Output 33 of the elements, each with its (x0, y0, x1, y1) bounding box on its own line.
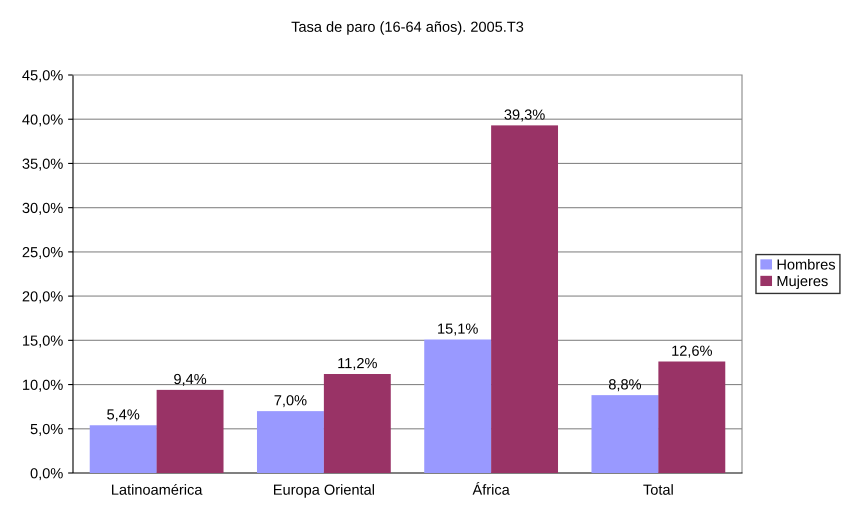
legend-label: Mujeres (778, 275, 828, 290)
bar (591, 395, 658, 473)
bar (156, 390, 224, 473)
legend-label: Hombres (778, 258, 836, 270)
bar (90, 425, 157, 473)
y-tick-label: 20,0% (22, 291, 63, 304)
y-tick-label: 30,0% (22, 202, 63, 215)
y-tick-label: 25,0% (22, 246, 63, 260)
bar (424, 339, 492, 473)
data-label: 5,4% (107, 409, 140, 422)
x-tick-label: Total (643, 484, 673, 495)
x-tick-label: Latinoamérica (112, 484, 202, 495)
x-tick-label: Europa Oriental (274, 484, 374, 498)
data-label: 39,3% (504, 109, 545, 122)
y-tick-label: 10,0% (23, 380, 63, 392)
data-label: 8,8% (608, 379, 642, 392)
data-label: 9,4% (174, 374, 206, 386)
y-tick-label: 40,0% (22, 114, 63, 126)
data-label: 12,6% (672, 346, 712, 358)
data-label: 11,2% (338, 358, 377, 370)
x-tick-label: África (472, 482, 510, 495)
y-tick-label: 45,0% (22, 70, 63, 82)
bar (491, 125, 558, 473)
y-tick-label: 15,0% (23, 335, 63, 348)
bar (658, 362, 726, 473)
data-label: 7,0% (274, 395, 307, 408)
bar (324, 374, 391, 473)
y-tick-label: 0,0% (30, 468, 63, 480)
data-label: 15,1% (438, 324, 478, 336)
y-tick-label: 5,0% (30, 424, 63, 436)
chart-title: Tasa de paro (16-64 años). 2005.T3 (292, 21, 524, 35)
bar (256, 411, 324, 473)
y-tick-label: 35,0% (22, 158, 63, 171)
